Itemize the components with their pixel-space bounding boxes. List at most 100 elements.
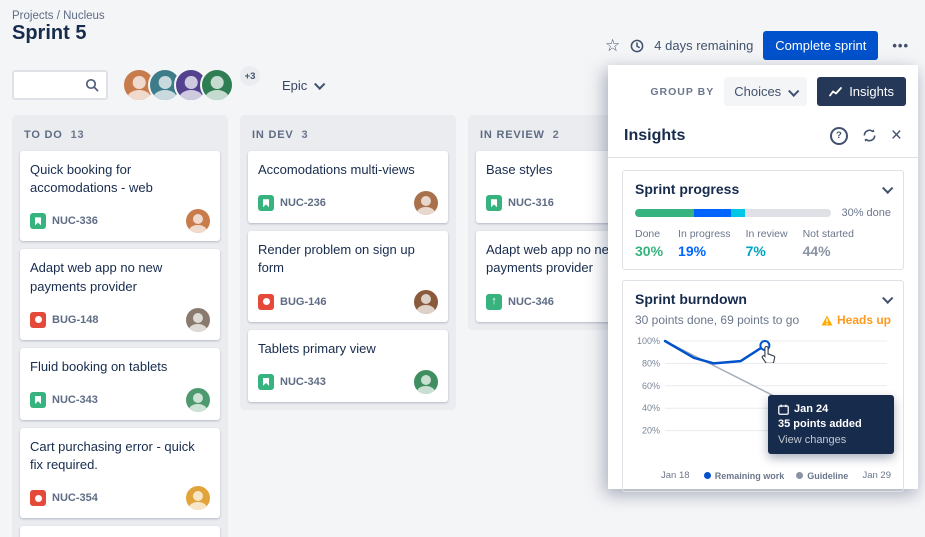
card-key[interactable]: NUC-343: [52, 393, 98, 406]
card-key[interactable]: NUC-316: [508, 197, 554, 210]
chevron-down-icon[interactable]: [882, 182, 894, 194]
panel-controls: GROUP BY Choices Insights: [608, 65, 918, 116]
search-box[interactable]: [12, 70, 108, 100]
group-by-choices-dropdown[interactable]: Choices: [724, 77, 808, 106]
x-axis-end-label: Jan 29: [862, 470, 891, 481]
card-assignee-avatar[interactable]: [186, 486, 210, 511]
issue-card[interactable]: Accomodations multi-views NUC-236: [248, 151, 448, 224]
issue-card[interactable]: Fluid booking on tablets NUC-343: [20, 347, 220, 420]
card-assignee-avatar[interactable]: [186, 387, 210, 412]
progress-segment: [744, 209, 832, 217]
help-icon[interactable]: ?: [829, 126, 848, 145]
progress-segment: [635, 209, 694, 217]
refresh-icon[interactable]: [862, 128, 877, 143]
heads-up-badge[interactable]: Heads up: [821, 313, 891, 327]
issue-card[interactable]: Tablets primary view NUC-343: [248, 329, 448, 402]
stat-value: 30%: [635, 243, 664, 259]
tooltip-points: 35 points added: [778, 418, 862, 430]
insights-header: Insights ? ×: [608, 116, 918, 158]
card-key[interactable]: BUG-148: [52, 313, 99, 326]
sprint-burndown-title: Sprint burndown: [635, 291, 747, 307]
stat-value: 7%: [745, 243, 766, 259]
column-cards: Quick booking for accomodations - web NU…: [12, 151, 228, 537]
column-title: IN DEV: [252, 129, 294, 141]
issue-type-icon: [30, 391, 46, 408]
stat-value: 44%: [802, 243, 831, 259]
card-key[interactable]: NUC-346: [508, 295, 554, 308]
chart-legend: Remaining work Guideline: [690, 471, 863, 481]
issue-card[interactable]: Adapt web app no new payments provider B…: [20, 249, 220, 340]
issue-card[interactable]: Quick booking for accomodations - web NU…: [20, 151, 220, 242]
svg-text:60%: 60%: [642, 381, 660, 391]
column-header: IN REVIEW 2: [468, 115, 684, 151]
card-assignee-avatar[interactable]: [414, 191, 438, 216]
search-input[interactable]: [21, 77, 85, 93]
legend-item: Remaining work: [703, 471, 784, 481]
hand-cursor-icon: [761, 345, 777, 368]
tooltip-date: Jan 24: [794, 403, 829, 415]
card-title: Accomodations multi-views: [258, 162, 415, 177]
stat-value: 19%: [678, 243, 707, 259]
card-assignee-avatar[interactable]: [186, 209, 210, 234]
stat-label: In progress: [678, 228, 731, 240]
insights-title: Insights: [624, 126, 686, 144]
card-title: Base styles: [486, 162, 553, 177]
avatar-overflow-badge[interactable]: +3: [238, 64, 262, 88]
breadcrumb[interactable]: Projects / Nucleus: [12, 10, 105, 22]
card-assignee-avatar[interactable]: [414, 369, 438, 394]
card-assignee-avatar[interactable]: [186, 307, 210, 332]
star-icon[interactable]: ☆: [605, 36, 621, 55]
insights-toggle-button[interactable]: Insights: [817, 77, 906, 106]
more-button[interactable]: •••: [888, 32, 913, 59]
progress-stat: In review 7%: [746, 228, 788, 259]
issue-card[interactable]: Cart purchasing error - quick fix requir…: [20, 427, 220, 519]
complete-sprint-button[interactable]: Complete sprint: [763, 31, 879, 60]
card-assignee-avatar[interactable]: [414, 289, 438, 314]
column-count: 13: [70, 129, 85, 141]
heads-up-label: Heads up: [836, 313, 891, 327]
column-title: IN REVIEW: [480, 129, 545, 141]
column-cards: Accomodations multi-views NUC-236 Render…: [240, 151, 456, 402]
sprint-progress-card: Sprint progress 30% done Done 30% In progr…: [622, 170, 904, 270]
card-key[interactable]: BUG-146: [280, 295, 327, 308]
stat-label: Not started: [802, 228, 854, 240]
days-remaining: 4 days remaining: [654, 38, 754, 53]
close-icon[interactable]: ×: [890, 125, 902, 146]
group-by-label: GROUP BY: [650, 85, 715, 98]
card-title: Adapt web app no new payments provider: [486, 242, 619, 276]
burndown-chart-area: 100% 80% 60% 40% 20% Jan 24 35 points added …: [635, 335, 894, 468]
calendar-icon: [778, 404, 789, 415]
legend-item: Guideline: [796, 471, 848, 481]
insights-button-label: Insights: [849, 84, 894, 99]
insights-body: Sprint progress 30% done Done 30% In progr…: [608, 158, 918, 504]
card-key[interactable]: NUC-336: [52, 215, 98, 228]
progress-segment: [731, 209, 745, 217]
toolbar: +3 Epic: [12, 64, 326, 102]
card-title: Cart purchasing error - quick fix requir…: [30, 438, 195, 473]
avatar-group: [122, 68, 234, 102]
line-chart-icon: [829, 86, 843, 98]
issue-type-icon: [30, 490, 46, 507]
page-title: Sprint 5: [12, 22, 87, 44]
epic-filter-dropdown[interactable]: Epic: [282, 78, 326, 93]
card-key[interactable]: NUC-236: [280, 197, 326, 210]
svg-text:100%: 100%: [637, 336, 660, 346]
card-title: Render problem on sign up form: [258, 242, 415, 276]
card-key[interactable]: NUC-354: [52, 492, 98, 505]
search-icon: [85, 78, 99, 92]
card-key[interactable]: NUC-343: [280, 375, 326, 388]
chevron-down-icon[interactable]: [882, 292, 894, 304]
clock-icon: [630, 39, 644, 53]
issue-type-icon: [258, 195, 274, 212]
card-title: Tablets primary view: [258, 340, 376, 356]
issue-card[interactable]: Multi-dest search UI web NUC-338: [20, 526, 220, 537]
issue-type-icon: [258, 293, 274, 310]
progress-stat: Done 30%: [635, 228, 663, 259]
progress-stats: Done 30% In progress 19% In review 7% Not star…: [635, 228, 891, 259]
user-avatar[interactable]: [200, 68, 234, 102]
header-actions: ☆ 4 days remaining Complete sprint •••: [605, 31, 913, 60]
issue-card[interactable]: Render problem on sign up form BUG-146: [248, 231, 448, 322]
sprint-burndown-card: Sprint burndown 30 points done, 69 point…: [622, 280, 904, 492]
tooltip-view-changes-link[interactable]: View changes: [778, 434, 847, 446]
choices-label: Choices: [734, 84, 782, 99]
